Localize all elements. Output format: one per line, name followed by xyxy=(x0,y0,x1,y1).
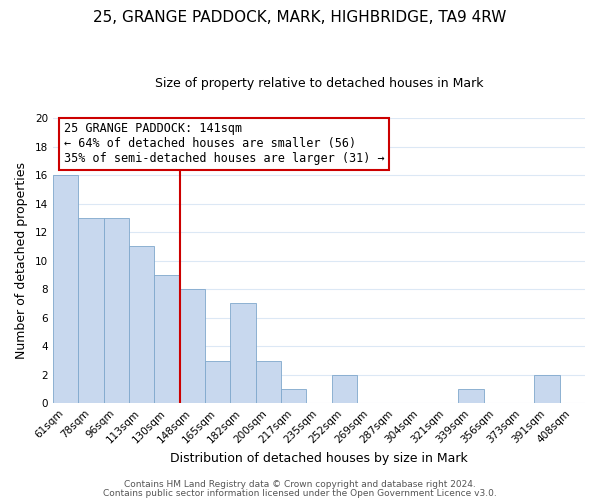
Bar xyxy=(458,389,484,404)
Bar xyxy=(205,360,230,404)
X-axis label: Distribution of detached houses by size in Mark: Distribution of detached houses by size … xyxy=(170,452,468,465)
Text: Contains HM Land Registry data © Crown copyright and database right 2024.: Contains HM Land Registry data © Crown c… xyxy=(124,480,476,489)
Bar xyxy=(104,218,129,404)
Bar xyxy=(332,375,357,404)
Bar xyxy=(230,304,256,404)
Title: Size of property relative to detached houses in Mark: Size of property relative to detached ho… xyxy=(155,78,483,90)
Bar xyxy=(256,360,281,404)
Bar xyxy=(180,289,205,404)
Bar xyxy=(154,275,180,404)
Bar xyxy=(79,218,104,404)
Text: 25 GRANGE PADDOCK: 141sqm
← 64% of detached houses are smaller (56)
35% of semi-: 25 GRANGE PADDOCK: 141sqm ← 64% of detac… xyxy=(64,122,385,166)
Bar xyxy=(53,175,79,404)
Y-axis label: Number of detached properties: Number of detached properties xyxy=(15,162,28,359)
Text: 25, GRANGE PADDOCK, MARK, HIGHBRIDGE, TA9 4RW: 25, GRANGE PADDOCK, MARK, HIGHBRIDGE, TA… xyxy=(94,10,506,25)
Bar xyxy=(129,246,154,404)
Bar xyxy=(281,389,307,404)
Text: Contains public sector information licensed under the Open Government Licence v3: Contains public sector information licen… xyxy=(103,488,497,498)
Bar xyxy=(535,375,560,404)
